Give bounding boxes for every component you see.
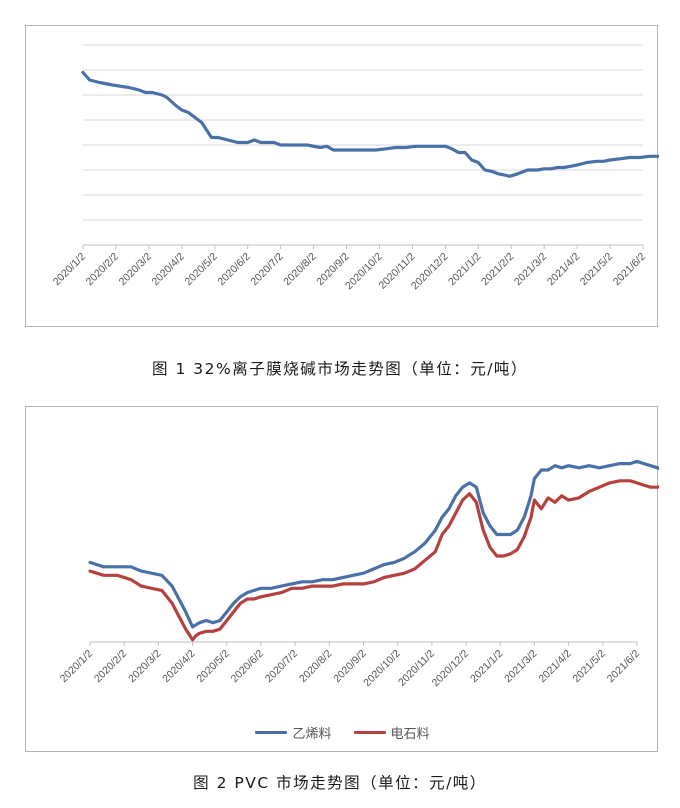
x-tick-label: 2020/10/2: [361, 648, 403, 690]
x-tick-label: 2021/6/2: [611, 251, 648, 288]
x-tick-label: 2020/3/2: [117, 251, 154, 288]
chart-1-panel: 2020/1/2 2020/2/2 2020/3/2 2020/4/2 2020/5/2…: [25, 25, 659, 327]
x-tick-label: 2021/3/2: [512, 251, 549, 288]
legend-label-carbide: 电石料: [390, 727, 430, 742]
chart-1-caption: 图 1 32%离子膜烧碱市场走势图（单位：元/吨）: [152, 360, 528, 378]
x-tick-label: 2021/2/2: [479, 251, 516, 288]
x-tick-label: 2020/6/2: [229, 648, 266, 685]
x-tick-label: 2021/6/2: [605, 648, 642, 685]
legend-item-ethylene: 乙烯料: [255, 723, 332, 742]
series-line-0: [81, 70, 659, 178]
x-tick-label: 2020/5/2: [194, 648, 231, 685]
x-tick-label: 2020/6/2: [215, 251, 252, 288]
x-tick-label: 2020/12/2: [409, 251, 451, 293]
x-tick-label: 2021/5/2: [578, 251, 615, 288]
x-tick-label: 2020/2/2: [84, 251, 121, 288]
x-tick-label: 2020/7/2: [263, 648, 300, 685]
legend-label-ethylene: 乙烯料: [292, 727, 332, 742]
x-tick-label: 2020/2/2: [92, 648, 129, 685]
x-tick-label: 2021/1/2: [468, 648, 505, 685]
x-tick-label: 2020/5/2: [182, 251, 219, 288]
x-tick-label: 2021/1/2: [446, 251, 483, 288]
series-line-0: [88, 459, 659, 629]
x-tick-label: 2020/1/2: [51, 251, 88, 288]
x-tick-label: 2020/8/2: [297, 648, 334, 685]
legend-swatch-ethylene: [255, 731, 288, 734]
chart-2-legend: 乙烯料 电石料: [26, 723, 659, 742]
x-tick-label: 2021/3/2: [502, 648, 539, 685]
x-tick-label: 2021/4/2: [545, 251, 582, 288]
chart-1-plot: 2020/1/22020/2/22020/3/22020/4/22020/5/2…: [51, 44, 659, 293]
series-line-1: [88, 479, 659, 642]
x-tick-label: 2020/8/2: [281, 251, 318, 288]
x-tick-label: 2021/4/2: [536, 648, 573, 685]
x-tick-label: 2020/4/2: [160, 648, 197, 685]
x-tick-label: 2020/1/2: [58, 648, 95, 685]
legend-swatch-carbide: [353, 731, 386, 734]
x-tick-label: 2020/7/2: [248, 251, 285, 288]
x-tick-label: 2021/5/2: [571, 648, 608, 685]
chart-2-caption: 图 2 PVC 市场走势图（单位：元/吨）: [193, 774, 487, 792]
x-tick-label: 2020/12/2: [430, 648, 472, 690]
legend-item-carbide: 电石料: [353, 723, 430, 742]
chart-2-panel: 2020/1/2 2020/2/2 2020/3/2 2020/4/2 2020/5/2…: [25, 406, 659, 752]
x-tick-label: 2020/4/2: [150, 251, 187, 288]
x-tick-label: 2020/3/2: [126, 648, 163, 685]
chart-2-plot: 2020/1/22020/2/22020/3/22020/4/22020/5/2…: [58, 459, 659, 690]
